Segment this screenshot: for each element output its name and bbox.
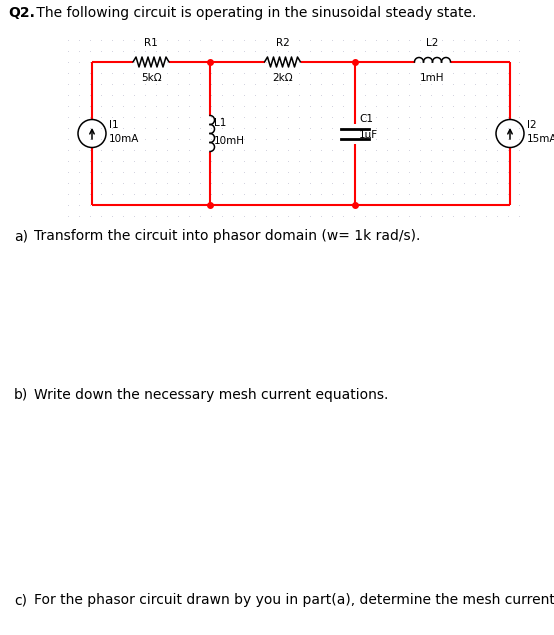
Text: a): a) [14, 229, 28, 243]
Text: Write down the necessary mesh current equations.: Write down the necessary mesh current eq… [34, 388, 388, 402]
Text: Q2.: Q2. [8, 6, 35, 20]
Text: The following circuit is operating in the sinusoidal steady state.: The following circuit is operating in th… [32, 6, 476, 20]
Text: R1: R1 [144, 38, 158, 48]
Text: 2kΩ: 2kΩ [272, 73, 293, 83]
Text: 10mH: 10mH [214, 137, 245, 147]
Text: L2: L2 [427, 38, 439, 48]
Text: Transform the circuit into phasor domain (w= 1k rad/s).: Transform the circuit into phasor domain… [34, 229, 420, 243]
Text: 10mA: 10mA [109, 135, 140, 145]
Text: 1μF: 1μF [359, 131, 378, 140]
Text: I2: I2 [527, 121, 537, 131]
Text: c): c) [14, 593, 27, 607]
Text: b): b) [14, 388, 28, 402]
Text: 5kΩ: 5kΩ [141, 73, 161, 83]
Text: R2: R2 [276, 38, 289, 48]
Text: I1: I1 [109, 121, 119, 131]
Text: For the phasor circuit drawn by you in part(a), determine the mesh currents: For the phasor circuit drawn by you in p… [34, 593, 554, 607]
Text: 1mH: 1mH [420, 73, 445, 83]
Text: 15mA: 15mA [527, 135, 554, 145]
Text: C1: C1 [359, 114, 373, 124]
Text: L1: L1 [214, 119, 227, 128]
